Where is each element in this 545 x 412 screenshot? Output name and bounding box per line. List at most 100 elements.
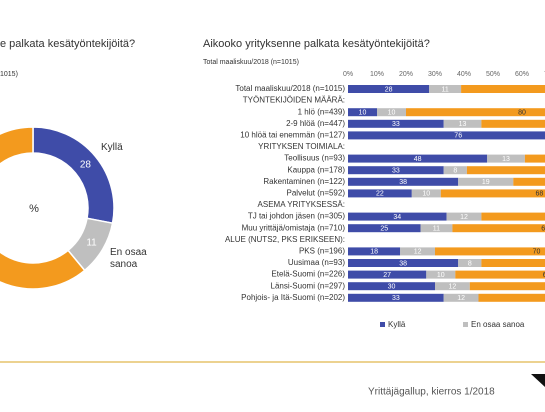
bar-value-label: 68 <box>536 191 544 198</box>
footer-source: Yrittäjägallup, kierros 1/2018 <box>368 387 495 398</box>
bar-segment <box>348 119 444 128</box>
category-label: 10 hlöä tai enemmän (n=127) <box>240 131 345 140</box>
bar-segment <box>348 293 444 302</box>
bar-value-label: 38 <box>399 179 407 186</box>
bar-segment <box>435 247 545 256</box>
bar-segment <box>411 189 441 198</box>
bar-segment <box>420 224 453 233</box>
category-label: Etelä-Suomi (n=226) <box>271 270 345 279</box>
category-label: Pohjois- ja Itä-Suomi (n=202) <box>241 293 345 302</box>
bar-value-label: 38 <box>399 260 407 267</box>
bar-value-label: 12 <box>457 295 465 302</box>
bar-segment <box>461 85 545 93</box>
bar-segment <box>440 189 545 198</box>
bar-segment <box>348 154 488 163</box>
bar-segment <box>348 224 421 233</box>
bar-value-label: 10 <box>422 191 430 198</box>
donut-center-label: % <box>29 203 39 215</box>
bar-segment <box>481 212 545 221</box>
category-label: 1 hlö (n=439) <box>298 107 346 116</box>
x-tick-label: 10% <box>370 71 384 78</box>
legend-swatch <box>380 322 385 327</box>
bar-value-label: 19 <box>482 179 490 186</box>
bar-value-label: 28 <box>385 86 393 93</box>
bar-segment <box>348 282 435 291</box>
bar-segment <box>446 212 482 221</box>
category-label: Länsi-Suomi (n=297) <box>271 281 346 290</box>
bar-value-label: 34 <box>393 214 401 221</box>
bar-segment <box>348 108 377 117</box>
bar-value-label: 13 <box>502 156 510 163</box>
donut-value-label: 11 <box>86 237 97 248</box>
donut-title: e palkata kesätyöntekijöitä? <box>0 38 135 50</box>
category-label: Muu yrittäjä/omistaja (n=710) <box>242 223 346 232</box>
bar-value-label: 33 <box>392 121 400 128</box>
bar-segment <box>443 293 479 302</box>
bar-segment <box>429 85 462 93</box>
x-tick-label: 20% <box>399 71 413 78</box>
category-label: Palvelut (n=592) <box>287 189 346 198</box>
category-label: ALUE (NUTS2, PKS ERIKSEEN): <box>225 235 345 244</box>
bar-segment <box>455 270 545 279</box>
bar-value-label: 11 <box>433 226 440 233</box>
bar-subtitle: Total maaliskuu/2018 (n=1015) <box>203 59 299 66</box>
bar-segment <box>478 293 545 302</box>
bar-segment <box>348 166 444 175</box>
bar-segment <box>481 259 545 267</box>
bar-segment <box>487 154 525 163</box>
bar-value-label: 12 <box>414 249 422 256</box>
bar-segment <box>466 166 545 175</box>
bar-value-label: 10 <box>437 272 445 279</box>
bar-value-label: 8 <box>453 168 457 175</box>
bar-value-label: 12 <box>460 214 468 221</box>
bar-segment <box>348 247 401 256</box>
bar-value-label: 30 <box>388 284 396 291</box>
bar-value-label: 10 <box>388 110 396 117</box>
bar-segment <box>348 131 545 140</box>
donut-label: En osaa sanoa <box>110 247 147 270</box>
x-tick-label: 70% <box>544 71 545 78</box>
bar-segment <box>481 119 545 128</box>
bar-value-label: 8 <box>468 260 472 267</box>
bar-segment <box>348 189 412 198</box>
bar-value-label: 18 <box>370 249 378 256</box>
category-label: ASEMA YRITYKSESSÄ: <box>258 200 345 209</box>
category-label: Total maaliskuu/2018 (n=1015) <box>235 84 345 93</box>
legend-label: En osaa sanoa <box>471 320 525 329</box>
category-label: YRITYKSEN TOIMIALA: <box>258 142 345 151</box>
bar-value-label: 27 <box>383 272 391 279</box>
bar-value-label: 10 <box>359 110 367 117</box>
category-label: Uusimaa (n=93) <box>288 258 345 267</box>
bar-value-label: 80 <box>518 110 526 117</box>
donut-subtitle: 1015) <box>0 71 18 78</box>
bar-segment <box>458 259 482 267</box>
bar-value-label: 12 <box>449 284 457 291</box>
bar-segment <box>348 177 459 186</box>
bar-value-label: 76 <box>454 133 462 140</box>
donut-label: Kyllä <box>101 142 123 153</box>
x-tick-label: 50% <box>486 71 500 78</box>
bar-value-label: 11 <box>442 86 449 93</box>
bar-value-label: 33 <box>392 168 400 175</box>
bar-segment <box>348 259 459 267</box>
bar-segment <box>469 282 545 291</box>
category-label: Kauppa (n=178) <box>287 165 345 174</box>
bar-value-label: 64 <box>541 226 545 233</box>
category-label: Rakentaminen (n=122) <box>263 177 345 186</box>
x-tick-label: 30% <box>428 71 442 78</box>
bar-segment <box>377 108 406 117</box>
category-label: TJ tai johdon jäsen (n=305) <box>248 212 346 221</box>
bar-segment <box>443 119 482 128</box>
bar-segment <box>513 177 545 186</box>
bar-value-label: 70 <box>533 249 541 256</box>
bar-segment <box>426 270 456 279</box>
corner-mark <box>531 374 545 387</box>
bar-segment <box>452 224 545 233</box>
bar-segment <box>406 108 545 117</box>
bar-segment <box>348 85 430 93</box>
category-label: 2-9 hlöä (n=447) <box>286 119 345 128</box>
bar-value-label: 48 <box>414 156 422 163</box>
bar-title: Aikooko yrityksenne palkata kesätyönteki… <box>203 38 430 50</box>
